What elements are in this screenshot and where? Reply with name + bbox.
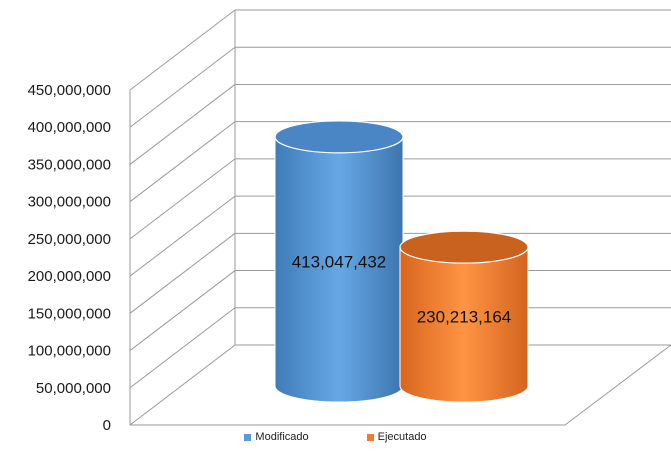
- bars: [274, 120, 529, 403]
- y-tick-label: 0: [103, 417, 111, 434]
- floor-right-edge: [564, 344, 671, 426]
- data-label-ejecutado: 230,213,164: [417, 308, 512, 327]
- bar-top-modificado: [274, 120, 404, 154]
- bar-body-modificado: [274, 136, 404, 403]
- y-tick-label: 250,000,000: [28, 231, 111, 248]
- gridline-diagonal: [129, 121, 236, 203]
- gridline-diagonal: [129, 46, 236, 128]
- gridline-diagonal: [129, 9, 236, 91]
- bar-body-ejecutado: [399, 246, 529, 403]
- y-tick-label: 100,000,000: [28, 343, 111, 360]
- legend-swatch-modificado: [244, 433, 252, 441]
- y-tick-label: 400,000,000: [28, 119, 111, 136]
- legend: Modificado Ejecutado: [0, 428, 671, 446]
- legend-label-ejecutado: Ejecutado: [377, 431, 427, 443]
- gridline-diagonal: [129, 84, 236, 165]
- y-tick-label: 200,000,000: [28, 268, 111, 285]
- gridline-diagonal: [129, 158, 236, 240]
- bar-top-ejecutado: [399, 230, 529, 264]
- gridline-diagonal: [129, 307, 236, 389]
- y-axis-ticks: 0 50,000,000 100,000,000 150,000,000 200,000…: [28, 82, 111, 434]
- legend-item-ejecutado: Ejecutado: [366, 431, 427, 443]
- y-tick-label: 450,000,000: [28, 82, 111, 99]
- gridline-diagonal: [129, 232, 236, 314]
- gridline-diagonal: [129, 344, 236, 426]
- legend-label-modificado: Modificado: [255, 431, 309, 443]
- legend-swatch-ejecutado: [366, 433, 374, 441]
- data-label-modificado: 413,047,432: [292, 252, 387, 271]
- legend-item-modificado: Modificado: [244, 431, 309, 443]
- y-tick-label: 150,000,000: [28, 305, 111, 322]
- y-tick-label: 300,000,000: [28, 194, 111, 211]
- y-tick-label: 50,000,000: [36, 380, 111, 397]
- bar-ejecutado: [399, 230, 529, 403]
- y-tick-label: 350,000,000: [28, 156, 111, 173]
- bar-modificado: [274, 120, 404, 403]
- data-labels: 413,047,432 230,213,164: [292, 252, 512, 326]
- gridline-diagonal: [129, 270, 236, 351]
- gridline-diagonal: [129, 195, 236, 277]
